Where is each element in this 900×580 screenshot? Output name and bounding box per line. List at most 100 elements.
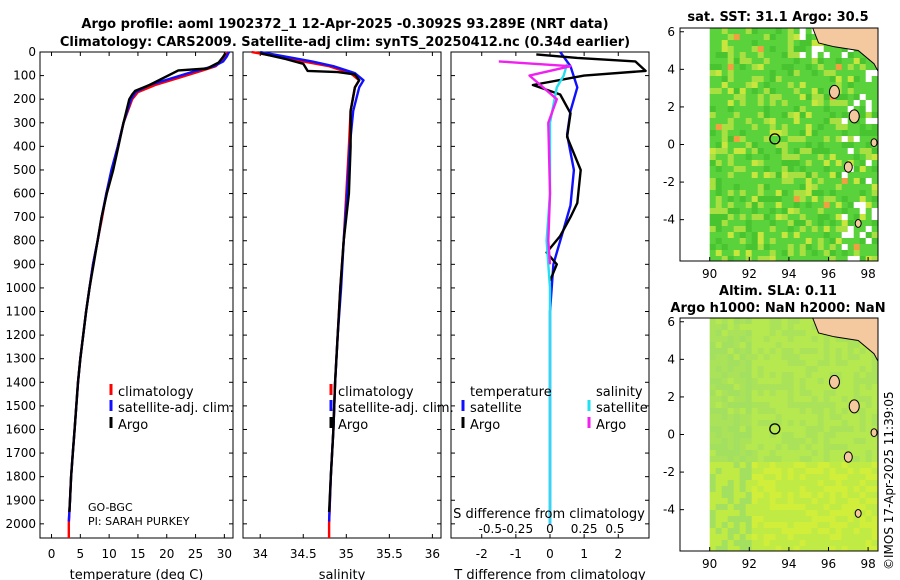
temperature-series-satellite-adj-clim- [67, 51, 231, 522]
sst-map-title: sat. SST: 31.1 Argo: 30.5 [687, 10, 868, 25]
sla-argo-marker [769, 423, 781, 435]
sla-ytick-label: -2 [663, 465, 675, 479]
depth-tick-label: 1000 [5, 281, 36, 295]
sla-map-title-line1: Altim. SLA: 0.11 [719, 284, 837, 299]
depth-tick-label: 200 [13, 92, 36, 106]
salinity-xtick-label: 35 [339, 547, 354, 561]
difference-xtick-label: 1 [580, 547, 588, 561]
sst-ytick-label: 6 [667, 25, 675, 39]
sla-xtick-label: 94 [781, 557, 796, 571]
temperature-xtick-label: 5 [77, 547, 85, 561]
temperature-xtick-label: 30 [217, 547, 232, 561]
depth-tick-label: 300 [13, 116, 36, 130]
difference-panel: -2 -1 0 1 2 T difference from climatology S di… [450, 51, 650, 580]
sla-ytick-label: -4 [663, 503, 675, 517]
depth-tick-label: 700 [13, 210, 36, 224]
difference-xtick-label: -1 [510, 547, 522, 561]
sla-ytick-label: 0 [667, 428, 675, 442]
temperature-frame [39, 51, 234, 539]
legend-label: Argo [596, 418, 626, 433]
timestamp: ©IMOS 17-Apr-2025 11:39:05 [882, 391, 896, 570]
legend-label: Argo [338, 418, 368, 433]
salinity-xtick-label: 34 [253, 547, 268, 561]
sla-xtick-label: 96 [821, 557, 836, 571]
depth-tick-label: 800 [13, 234, 36, 248]
difference-s-tick-label: -0.5 [479, 522, 502, 536]
legend-label: climatology [338, 385, 414, 400]
temperature-xtick-label: 15 [130, 547, 145, 561]
salinity-series-argo [259, 52, 361, 513]
sla-island [854, 509, 862, 518]
depth-tick-label: 100 [13, 69, 36, 83]
sst-argo-marker [769, 133, 781, 145]
depth-tick-label: 2000 [5, 517, 36, 531]
legend-title-temperature: temperature [470, 385, 552, 400]
depth-tick-label: 1200 [5, 328, 36, 342]
difference-series-temperature-argo [531, 53, 647, 282]
temperature-xtick-label: 0 [48, 547, 56, 561]
sst-island [843, 161, 853, 173]
sla-island [848, 399, 860, 414]
difference-xtick-label: 0 [546, 547, 554, 561]
sla-map-title-line2: Argo h1000: NaN h2000: NaN [670, 301, 885, 316]
depth-tick-label: 1700 [5, 446, 36, 460]
legend-label: satellite-adj. clim. [118, 401, 234, 416]
depth-tick-label: 500 [13, 163, 36, 177]
temperature-panel: 0100200300400500600700800900100011001200… [5, 45, 233, 580]
legend-title-salinity: salinity [596, 385, 643, 400]
difference-s-tick-label: 0.5 [605, 522, 624, 536]
sla-island [870, 428, 878, 438]
difference-xlabel-top: S difference from climatology [453, 507, 645, 522]
depth-tick-label: 400 [13, 139, 36, 153]
salinity-series-satellite-adj-clim- [259, 50, 365, 522]
sst-ytick-label: -2 [663, 175, 675, 189]
sst-island [854, 219, 862, 228]
legend-label: climatology [118, 385, 194, 400]
difference-series-temperature-satellite [548, 51, 579, 524]
difference-s-tick-label: 0.25 [571, 522, 598, 536]
sst-ytick-label: 2 [667, 100, 675, 114]
sla-xtick-label: 90 [702, 557, 717, 571]
difference-series-salinity-argo [498, 60, 572, 265]
sla-island [843, 451, 853, 463]
difference-xtick-label: 2 [614, 547, 622, 561]
legend-label: Argo [118, 418, 148, 433]
depth-tick-label: 1900 [5, 493, 36, 507]
sst-xtick-label: 90 [702, 267, 717, 281]
sst-ytick-label: -4 [663, 213, 675, 227]
legend-label: satellite [470, 401, 522, 416]
sst-island [870, 138, 878, 148]
sst-xtick-label: 96 [821, 267, 836, 281]
depth-tick-label: 600 [13, 187, 36, 201]
salinity-panel: 34 34.5 35 35.5 36 salinity climatologysatelli… [242, 50, 454, 580]
sst-map-panel: 90 92 94 96 98 -4 -2 0 2 4 6 sat. SST: 31.1 Argo: 3… [663, 10, 879, 281]
sst-island [828, 84, 840, 99]
difference-xlabel: T difference from climatology [453, 568, 646, 580]
sla-xtick-label: 98 [860, 557, 875, 571]
depth-tick-label: 1800 [5, 470, 36, 484]
temperature-xtick-label: 10 [101, 547, 116, 561]
difference-s-tick-label: -0.25 [502, 522, 533, 536]
sst-ytick-label: 4 [667, 62, 675, 76]
figure-title-line1: Argo profile: aoml 1902372_1 12-Apr-2025… [81, 17, 608, 32]
salinity-xtick-label: 34.5 [290, 547, 317, 561]
difference-s-tick-label: 0 [546, 522, 554, 536]
salinity-xtick-label: 35.5 [376, 547, 403, 561]
legend-label: Argo [470, 418, 500, 433]
sla-island [828, 374, 840, 389]
sst-xtick-label: 94 [781, 267, 796, 281]
salinity-xtick-label: 36 [425, 547, 440, 561]
legend-label: satellite-adj. clim. [338, 401, 454, 416]
depth-tick-label: 0 [28, 45, 36, 59]
note-pi: PI: SARAH PURKEY [88, 515, 190, 528]
sla-ytick-label: 4 [667, 352, 675, 366]
sla-map-panel: 90 92 94 96 98 -4 -2 0 2 4 6 Altim. SLA: 0.11 Argo h… [663, 284, 886, 571]
difference-xtick-label: -2 [476, 547, 488, 561]
temperature-xtick-label: 20 [159, 547, 174, 561]
sst-field [709, 28, 879, 262]
sst-ytick-label: 0 [667, 138, 675, 152]
sla-xtick-label: 92 [742, 557, 757, 571]
salinity-xlabel: salinity [319, 568, 366, 580]
figure-title-line2: Climatology: CARS2009. Satellite-adj cli… [60, 35, 630, 50]
depth-tick-label: 900 [13, 257, 36, 271]
